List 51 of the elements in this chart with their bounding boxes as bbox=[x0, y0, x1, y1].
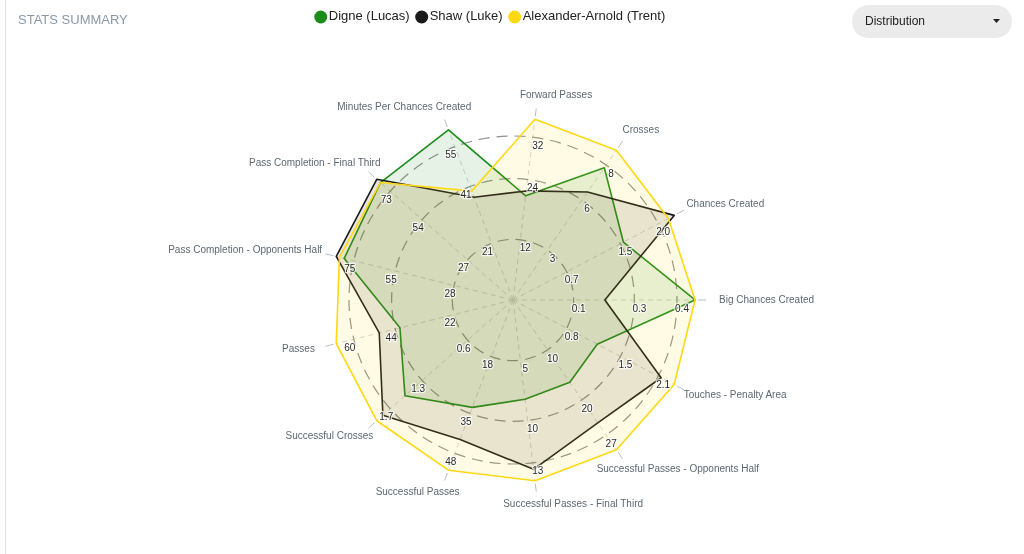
text: 10 bbox=[527, 423, 539, 435]
chart-title: STATS SUMMARY bbox=[18, 12, 129, 28]
spoke-label: Chances Created bbox=[686, 197, 765, 209]
text: 13 bbox=[532, 465, 544, 477]
text: 5 bbox=[522, 362, 529, 374]
text: 0.6 bbox=[456, 342, 471, 354]
text: 0.8 bbox=[564, 330, 580, 342]
text: 44 bbox=[385, 331, 398, 343]
text: 60 bbox=[344, 341, 356, 353]
text: 28 bbox=[444, 288, 457, 300]
text: 73 bbox=[380, 193, 393, 205]
text: 55 bbox=[445, 149, 457, 161]
text: 55 bbox=[385, 273, 398, 285]
text: 27 bbox=[605, 437, 618, 449]
text: 54 bbox=[412, 222, 425, 234]
spoke-label: Successful Passes bbox=[375, 486, 460, 498]
spoke-label: Successful Crosses bbox=[285, 430, 374, 442]
legend-label: Alexander-Arnold (Trent) bbox=[522, 8, 666, 24]
spoke-label: Successful Passes - Final Third bbox=[503, 498, 644, 510]
spoke-label: Forward Passes bbox=[519, 89, 593, 101]
text: 6 bbox=[584, 202, 591, 214]
text: 1.5 bbox=[618, 246, 633, 258]
spoke-label: Touches - Penalty Area bbox=[683, 389, 787, 401]
spoke-label: Passes bbox=[282, 342, 315, 354]
legend-label: Digne (Lucas) bbox=[328, 8, 410, 24]
text: 20 bbox=[581, 402, 593, 414]
spoke-label: Crosses bbox=[622, 124, 660, 136]
text: 12 bbox=[519, 242, 532, 254]
text: 2.1 bbox=[656, 378, 671, 390]
text: 21 bbox=[481, 245, 494, 257]
text: 0.1 bbox=[571, 302, 587, 314]
text: 0.4 bbox=[675, 302, 690, 314]
legend-label: Shaw (Luke) bbox=[429, 8, 503, 24]
text: 48 bbox=[445, 455, 457, 467]
spoke-label: Pass Completion - Final Third bbox=[248, 157, 381, 169]
spoke-label: Big Chances Created bbox=[719, 293, 815, 305]
text: 32 bbox=[532, 139, 544, 151]
text: 18 bbox=[481, 359, 494, 371]
text: 35 bbox=[460, 416, 472, 428]
text: 0.7 bbox=[564, 274, 580, 286]
text: 27 bbox=[458, 262, 470, 274]
text: 3 bbox=[549, 252, 556, 264]
text: 0.3 bbox=[632, 302, 647, 314]
spoke-label: Minutes Per Chances Created bbox=[337, 100, 472, 112]
text: 8 bbox=[608, 167, 615, 179]
text: 1.5 bbox=[618, 359, 633, 371]
spoke-label: Pass Completion - Opponents Half bbox=[168, 244, 323, 256]
text: 22 bbox=[444, 317, 457, 329]
text: 1.3 bbox=[411, 383, 426, 395]
spoke-label: Successful Passes - Opponents Half bbox=[596, 463, 760, 475]
text: 10 bbox=[546, 352, 559, 364]
